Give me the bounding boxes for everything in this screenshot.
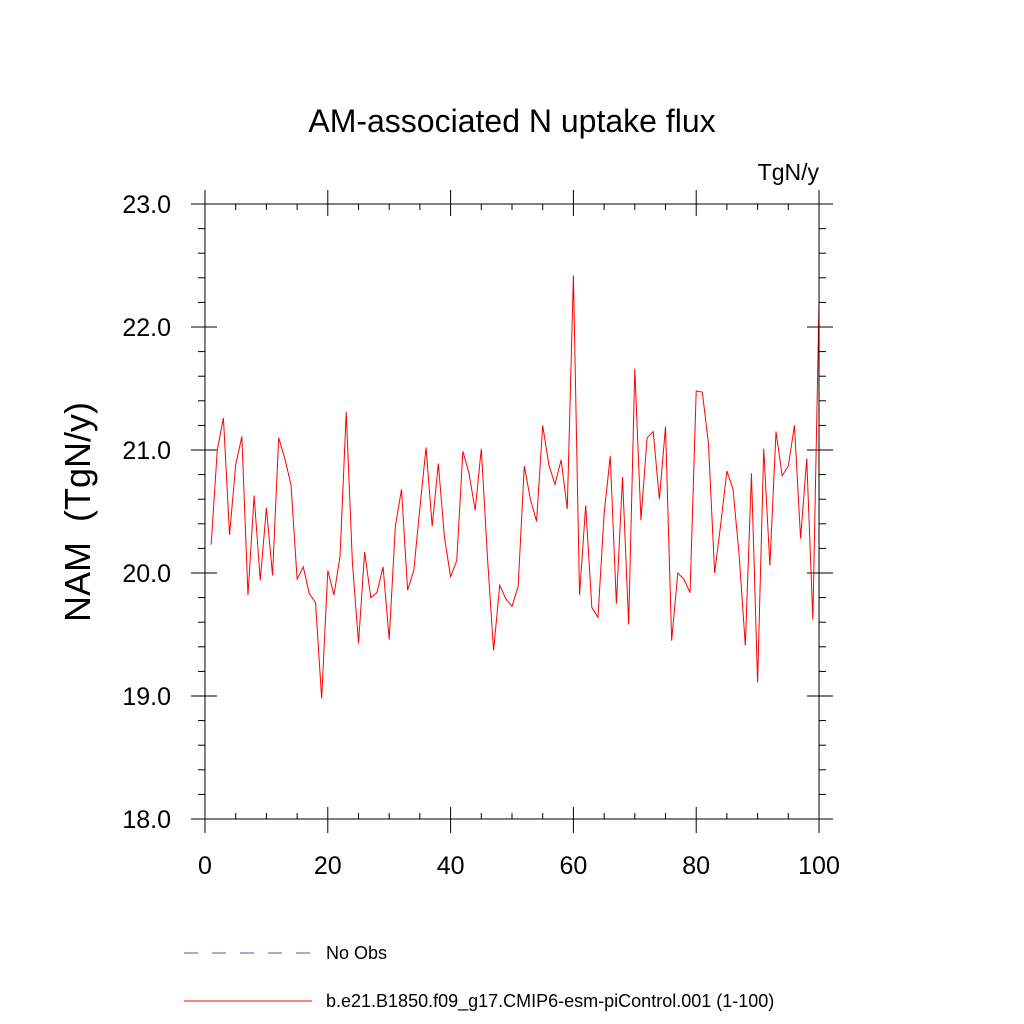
x-tick-label: 60 (559, 852, 587, 880)
x-tick-label: 80 (682, 852, 710, 880)
axes: 0 20 40 60 80 100 18.0 19.0 20.0 21.0 22.0 23.0 (122, 190, 840, 880)
y-tick-label: 22.0 (122, 314, 171, 342)
y-tick-label: 21.0 (122, 437, 171, 465)
legend-label-model: b.e21.B1850.f09_g17.CMIP6-esm-piControl.… (326, 991, 774, 1012)
units-label: TgN/y (758, 159, 820, 185)
x-tick-label: 0 (198, 852, 212, 880)
legend-label-no-obs: No Obs (326, 943, 387, 963)
y-axis-label: NAM (TgN/y) (57, 402, 98, 622)
x-tick-label: 100 (798, 852, 840, 880)
chart-title: AM-associated N uptake flux (308, 103, 715, 139)
x-tick-label: 20 (314, 852, 342, 880)
y-tick-label: 23.0 (122, 191, 171, 219)
y-tick-label: 19.0 (122, 683, 171, 711)
y-tick-label: 18.0 (122, 806, 171, 834)
legend: No Obs b.e21.B1850.f09_g17.CMIP6-esm-piC… (184, 943, 774, 1012)
y-tick-label: 20.0 (122, 560, 171, 588)
series-layer (210, 275, 820, 699)
series-line (210, 275, 820, 699)
x-tick-label: 40 (437, 852, 465, 880)
plot-frame (204, 203, 820, 820)
